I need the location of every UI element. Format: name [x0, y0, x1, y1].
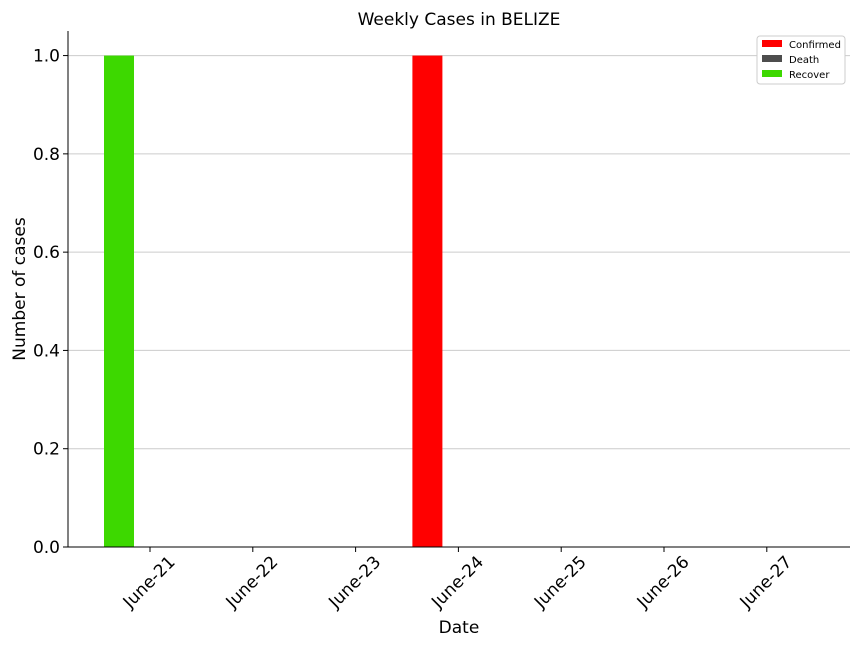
x-tick-label: June-21 — [119, 552, 180, 613]
y-tick-label: 0.0 — [33, 538, 60, 558]
legend-label-confirmed: Confirmed — [789, 40, 841, 51]
x-axis-label: Date — [439, 618, 480, 638]
bar-confirmed — [412, 55, 443, 547]
axes — [67, 31, 850, 548]
legend: Confirmed Death Recover — [756, 35, 846, 85]
legend-swatch-recover — [762, 70, 782, 77]
y-tick-label: 0.2 — [33, 440, 60, 460]
legend-swatch-death — [762, 55, 782, 62]
y-tick-label: 1.0 — [33, 47, 60, 67]
y-ticks: 0.0 0.2 0.4 0.6 0.8 1.0 — [33, 47, 68, 558]
x-tick-label: June-25 — [530, 552, 591, 613]
bar-recover — [104, 55, 134, 547]
x-tick-label: June-24 — [427, 552, 488, 613]
grid-lines — [68, 55, 850, 450]
x-ticks: June-21 June-22 June-23 June-24 June-25 June-… — [119, 547, 796, 613]
y-tick-label: 0.6 — [33, 243, 60, 263]
x-tick-label: June-23 — [324, 552, 385, 613]
y-tick-label: 0.4 — [33, 341, 60, 361]
y-tick-label: 0.8 — [33, 145, 60, 165]
x-tick-label: June-26 — [633, 552, 694, 613]
legend-label-recover: Recover — [789, 70, 830, 81]
y-axis-label: Number of cases — [10, 217, 30, 361]
chart-title: Weekly Cases in BELIZE — [358, 10, 561, 30]
bars — [104, 55, 443, 547]
x-tick-label: June-27 — [736, 552, 797, 613]
x-tick-label: June-22 — [222, 552, 283, 613]
legend-label-death: Death — [789, 55, 819, 66]
legend-swatch-confirmed — [762, 40, 782, 47]
